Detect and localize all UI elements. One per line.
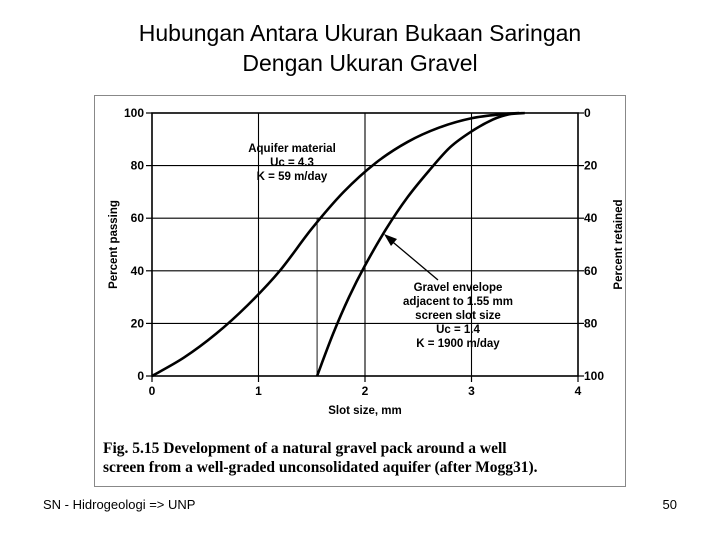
- y-tick-label-80: 80: [131, 159, 145, 173]
- y2-tick-label-0: 0: [584, 106, 591, 120]
- annotation-gravel-line-5: K = 1900 m/day: [416, 338, 500, 350]
- x-tick-label-2: 2: [362, 384, 369, 398]
- annotation-aquifer-line-2: Uc = 4.3: [270, 157, 314, 169]
- annotation-arrow-head: [384, 234, 397, 246]
- figure-caption-line-2: screen from a well-graded unconsolidated…: [103, 459, 538, 476]
- figure-frame: [94, 95, 626, 487]
- y-tick-label-40: 40: [131, 264, 145, 278]
- series-line-aquifer-material: [151, 111, 520, 378]
- annotation-gravel-line-1: Gravel envelope: [414, 282, 503, 294]
- y-tick-label-20: 20: [131, 316, 145, 330]
- y-axis-label: Percent passing: [108, 200, 120, 289]
- figure-caption-line-1: Fig. 5.15 Development of a natural grave…: [103, 440, 507, 457]
- slide-title-line-1: Hubungan Antara Ukuran Bukaan Saringan: [138, 20, 582, 46]
- footer-course-label: SN - Hidrogeologi => UNP: [43, 497, 196, 512]
- y2-tick-label-20: 20: [584, 159, 598, 173]
- slide-title-line-2: Dengan Ukuran Gravel: [242, 50, 478, 76]
- y2-tick-label-40: 40: [584, 211, 598, 225]
- annotation-gravel-line-2: adjacent to 1.55 mm: [403, 296, 513, 308]
- slide-title: Hubungan Antara Ukuran Bukaan Saringan D…: [0, 18, 720, 78]
- y-tick-label-100: 100: [124, 106, 144, 120]
- series-line-gravel-envelope: [315, 111, 525, 377]
- x-tick-label-1: 1: [255, 384, 262, 398]
- y-tick-label-60: 60: [131, 211, 145, 225]
- x-axis-label: Slot size, mm: [328, 405, 402, 417]
- page-number: 50: [662, 497, 677, 512]
- y2-axis-label: Percent retained: [613, 199, 625, 289]
- annotation-gravel-line-4: Uc = 1.4: [436, 324, 480, 336]
- x-tick-label-4: 4: [575, 384, 582, 398]
- annotation-arrow-shaft: [387, 237, 439, 281]
- annotation-aquifer-line-1: Aquifer material: [248, 143, 336, 155]
- annotation-gravel-line-3: screen slot size: [415, 310, 501, 322]
- y2-tick-label-60: 60: [584, 264, 598, 278]
- x-tick-label-3: 3: [468, 384, 475, 398]
- y2-tick-label-100: 100: [584, 369, 604, 383]
- annotation-aquifer-line-3: K = 59 m/day: [257, 171, 328, 183]
- y-tick-label-0: 0: [137, 369, 144, 383]
- y2-tick-label-80: 80: [584, 316, 598, 330]
- x-tick-label-0: 0: [149, 384, 156, 398]
